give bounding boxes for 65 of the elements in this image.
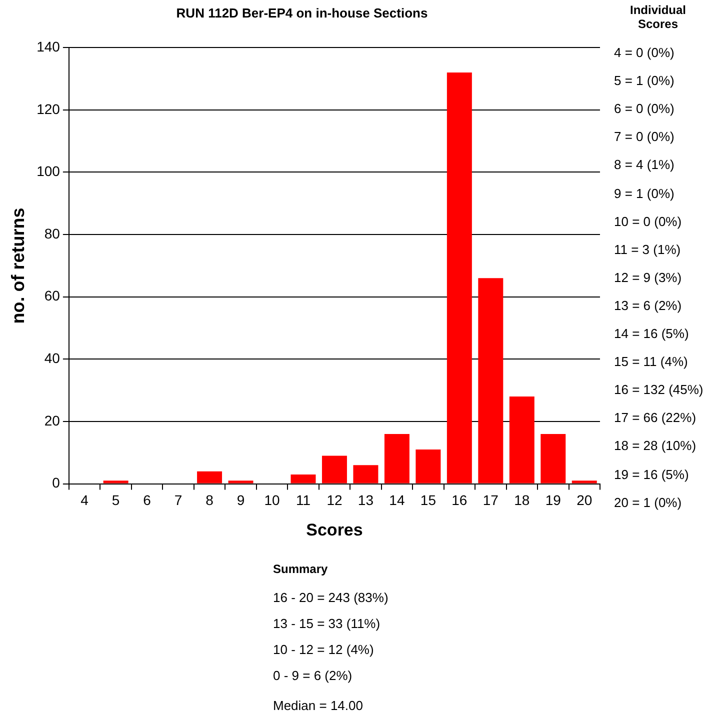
y-tick-label: 120	[36, 100, 60, 117]
bar	[416, 450, 441, 484]
x-tick-label: 16	[452, 492, 468, 508]
x-tick-label: 7	[174, 492, 182, 508]
y-tick-label: 20	[44, 412, 60, 428]
y-tick-label: 140	[36, 38, 60, 54]
bar	[478, 278, 504, 484]
y-tick-label: 100	[36, 163, 60, 180]
text: 10 - 12 = 12 (4%)	[273, 642, 374, 657]
text: 9 = 1 (0%)	[614, 186, 674, 200]
x-tick-label: 20	[576, 492, 592, 508]
text: 4 = 0 (0%)	[614, 45, 674, 60]
text: Median = 14.00	[273, 698, 363, 713]
text: 8 = 4 (1%)	[614, 157, 674, 172]
text: 11 = 3 (1%)	[614, 242, 681, 257]
bar	[197, 471, 222, 484]
x-tick-label: 10	[264, 492, 280, 508]
x-tick-label: 9	[236, 492, 245, 508]
text: 19 = 16 (5%)	[614, 466, 689, 482]
y-axis-title: no. of returns	[8, 208, 28, 324]
bar	[103, 480, 128, 484]
x-tick-label: 8	[206, 492, 214, 508]
text: Summary	[273, 562, 328, 576]
bar	[540, 434, 566, 484]
text: 5 = 1 (0%)	[614, 73, 674, 88]
text: 10 = 0 (0%)	[614, 214, 682, 229]
bar	[509, 396, 534, 484]
text: 14 = 16 (5%)	[614, 326, 689, 341]
chart-title: RUN 112D Ber-EP4 on in-house Sections	[176, 5, 428, 20]
x-tick-label: 12	[326, 492, 342, 508]
bar	[446, 72, 472, 484]
x-tick-label: 5	[112, 492, 120, 508]
text: 12 = 9 (3%)	[614, 270, 682, 285]
y-tick-label: 80	[44, 225, 60, 242]
bar	[384, 434, 410, 484]
text: 6 = 0 (0%)	[614, 101, 674, 116]
bar	[290, 474, 316, 484]
text: 20 = 1 (0%)	[614, 494, 682, 510]
bar	[322, 456, 347, 484]
text: 13 = 6 (2%)	[614, 298, 682, 313]
text: 7 = 0 (0%)	[614, 129, 674, 144]
bar	[353, 465, 378, 484]
text: 15 = 11 (4%)	[614, 354, 688, 370]
x-tick-label: 17	[482, 492, 499, 508]
x-tick-label: 4	[80, 492, 89, 508]
x-axis-title: Scores	[306, 520, 363, 540]
x-tick-label: 15	[420, 492, 436, 508]
bar	[572, 480, 597, 484]
text: 17 = 66 (22%)	[614, 410, 696, 426]
text: 0 - 9 = 6 (2%)	[273, 668, 352, 683]
text: 16 - 20 = 243 (83%)	[273, 590, 388, 605]
x-tick-label: 11	[296, 492, 311, 508]
x-tick-label: 18	[514, 492, 530, 508]
text: 18 = 28 (10%)	[614, 438, 696, 454]
bar	[228, 480, 254, 484]
x-tick-label: 13	[358, 492, 374, 508]
text: 13 - 15 = 33 (11%)	[273, 616, 380, 631]
x-tick-label: 14	[389, 492, 405, 508]
text: 16 = 132 (45%)	[614, 382, 704, 398]
x-tick-label: 6	[143, 492, 152, 508]
text: Individual Scores	[628, 3, 687, 31]
y-tick-label: 40	[44, 350, 60, 366]
y-tick-label: 60	[44, 288, 60, 304]
y-tick-label: 0	[52, 474, 60, 491]
x-tick-label: 19	[545, 492, 562, 508]
